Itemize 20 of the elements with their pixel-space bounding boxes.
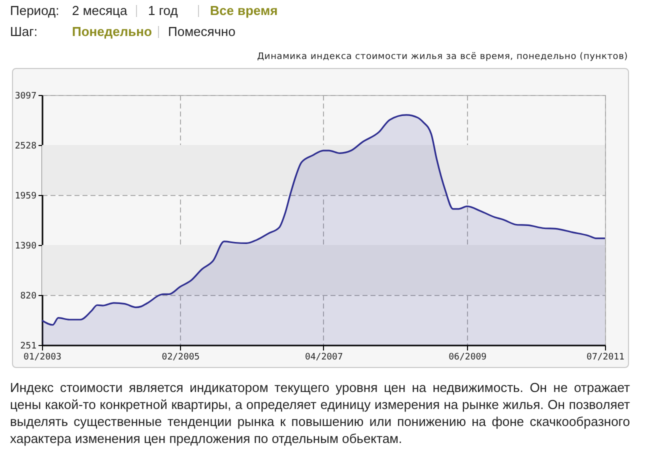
text: 2 месяца [72, 3, 128, 18]
x-tick-label: 06/2009 [448, 352, 487, 362]
chart-title: Динамика индекса стоимости жилья за всё время, понедельно (пунктов) [257, 52, 628, 62]
text: Понедельно [72, 24, 152, 39]
y-tick-label: 251 [20, 342, 36, 352]
x-tick-label: 01/2003 [24, 352, 62, 362]
y-tick-label: 820 [20, 292, 36, 302]
x-tick-label: 07/2011 [586, 352, 624, 362]
x-tick-label: 02/2005 [162, 352, 200, 362]
y-tick-label: 3097 [14, 92, 36, 102]
y-tick-label: 1390 [14, 241, 36, 252]
text: 1 год [148, 3, 178, 18]
y-tick-label: 2528 [14, 141, 36, 152]
text: Помесячно [168, 24, 236, 39]
text: Все время [210, 3, 278, 18]
x-tick-label: 04/2007 [304, 352, 343, 362]
text: Период: [10, 3, 60, 18]
text: Индекс стоимости является индикатором текущего уровня цен на недвижимость. Он не отражает цены какой-то конкретной квартиры, а определяет единицу измерения на рынке жилья. Он позволяет выделять существенные тенденции рынка к повышению или понижению на фоне скачкообразного характера изменения цен предложения по отдельным обьектам. [10, 379, 630, 447]
text: Шаг: [10, 24, 38, 39]
y-tick-label: 1959 [14, 191, 36, 202]
